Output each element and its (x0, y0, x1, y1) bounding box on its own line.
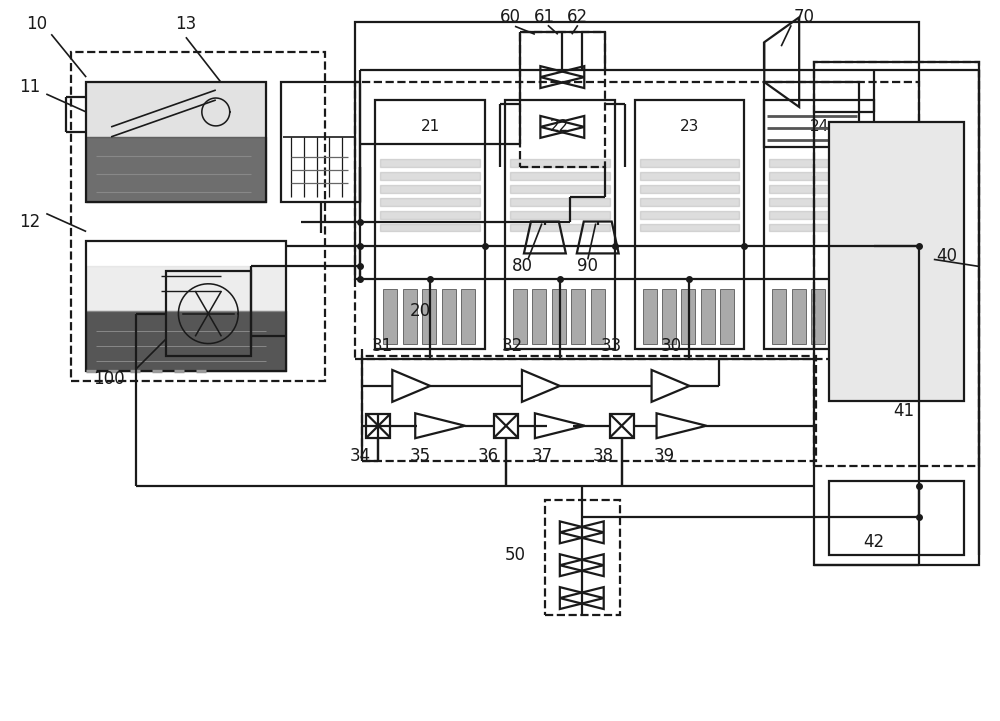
Text: 35: 35 (410, 446, 431, 464)
Bar (505, 100, 615, 349)
Bar (831, 289, 845, 344)
Bar (814, 62, 979, 466)
Bar (610, 414, 634, 438)
Text: 13: 13 (175, 15, 197, 33)
Bar (829, 122, 964, 401)
Text: 22: 22 (550, 120, 569, 134)
Bar (764, 100, 874, 349)
Bar (366, 414, 390, 438)
Text: 34: 34 (350, 446, 371, 464)
Bar (701, 289, 715, 344)
Bar (545, 500, 620, 615)
Text: 80: 80 (511, 257, 532, 275)
Bar (814, 62, 979, 565)
Text: 50: 50 (504, 547, 525, 565)
Text: 20: 20 (410, 302, 431, 320)
Text: 40: 40 (936, 247, 957, 265)
Text: 38: 38 (593, 446, 614, 464)
Text: 33: 33 (601, 337, 622, 355)
Bar (71, 52, 325, 381)
Bar (681, 289, 695, 344)
Text: 61: 61 (534, 9, 555, 27)
Text: 24: 24 (809, 120, 829, 134)
Text: 32: 32 (501, 337, 523, 355)
Bar (383, 289, 397, 344)
Bar (792, 289, 806, 344)
Text: 41: 41 (893, 402, 914, 420)
Text: 37: 37 (531, 446, 552, 464)
Bar (166, 271, 251, 356)
Text: 31: 31 (372, 337, 393, 355)
Bar (355, 82, 919, 359)
Bar (375, 100, 485, 349)
Bar (355, 22, 919, 279)
Bar (442, 289, 456, 344)
Bar (552, 289, 566, 344)
Bar (532, 289, 546, 344)
Text: 10: 10 (26, 15, 47, 33)
Text: 21: 21 (421, 120, 440, 134)
Text: 23: 23 (680, 120, 699, 134)
Bar (86, 242, 286, 371)
Bar (829, 480, 964, 555)
Bar (86, 82, 266, 202)
Bar (635, 100, 744, 349)
Bar (403, 289, 417, 344)
Text: 70: 70 (794, 9, 815, 27)
Text: 12: 12 (19, 213, 40, 231)
Bar (520, 32, 605, 167)
Bar (850, 289, 864, 344)
Text: 90: 90 (577, 257, 598, 275)
Bar (494, 414, 518, 438)
Text: 30: 30 (661, 337, 682, 355)
Text: 11: 11 (19, 78, 40, 96)
Text: 39: 39 (654, 446, 675, 464)
Bar (811, 289, 825, 344)
Bar (281, 82, 360, 202)
Bar (772, 289, 786, 344)
Text: 36: 36 (477, 446, 499, 464)
Text: 100: 100 (93, 370, 125, 388)
Bar (513, 289, 527, 344)
Bar (461, 289, 475, 344)
Bar (362, 356, 816, 461)
Bar (764, 82, 859, 147)
Bar (662, 289, 676, 344)
Text: 62: 62 (567, 9, 588, 27)
Text: 60: 60 (499, 9, 520, 27)
Bar (591, 289, 605, 344)
Bar (720, 289, 734, 344)
Bar (643, 289, 657, 344)
Bar (422, 289, 436, 344)
Text: 42: 42 (863, 534, 885, 552)
Bar (571, 289, 585, 344)
